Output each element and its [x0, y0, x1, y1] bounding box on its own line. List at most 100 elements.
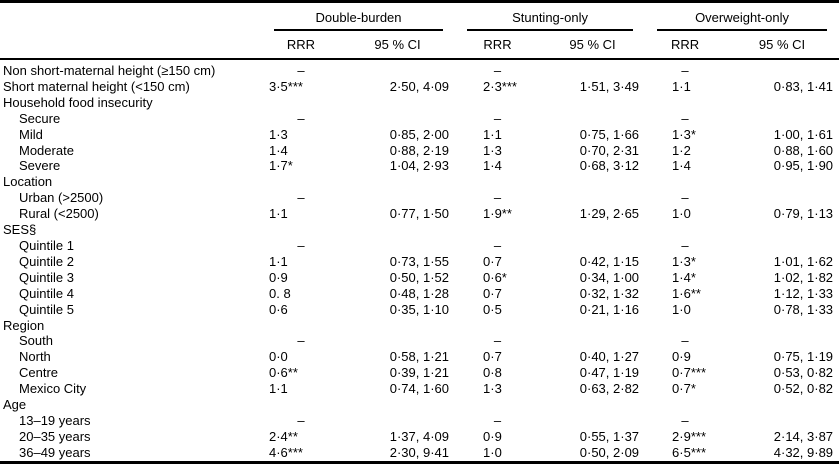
table-row: Severe 1·7* 1·04, 2·93 1·4 0·68, 3·12 1·4 0·95… [0, 158, 839, 174]
ci-cell [340, 190, 455, 206]
ci-cell: 0·88, 1·60 [773, 142, 834, 158]
ci-cell: 0·58, 1·21 [389, 349, 450, 365]
rrr-cell [455, 397, 540, 413]
rrr-cell [645, 397, 725, 413]
row-label: Non short-maternal height (≥150 cm) [3, 63, 216, 78]
ci-cell [725, 111, 839, 127]
rrr-cell: – [297, 237, 305, 253]
rrr-cell: – [681, 333, 689, 349]
table-row: Urban (>2500) – – – [0, 190, 839, 206]
rrr-cell: 1·3 [483, 381, 502, 397]
rrr-cell [455, 174, 540, 190]
rrr-cell: 1·2 [672, 142, 691, 158]
ci-cell: 0·53, 0·82 [773, 365, 834, 381]
section-row: Age [0, 397, 839, 413]
table-row: 13–19 years – – – [0, 413, 839, 429]
rrr-cell [645, 222, 725, 238]
ci-cell: 4·32, 9·89 [773, 444, 834, 460]
rrr-cell: 0·6 [269, 301, 288, 317]
rrr-cell: – [681, 110, 689, 126]
ci-cell [540, 222, 645, 238]
ci-cell: 0·21, 1·16 [579, 301, 640, 317]
ci-cell [540, 95, 645, 111]
row-label: Mexico City [19, 381, 87, 397]
ci-cell [540, 238, 645, 254]
ci-cell: 0·85, 2·00 [389, 126, 450, 142]
rrr-cell: 2·4** [269, 428, 298, 444]
section-label: Location [3, 174, 53, 190]
col-header-ci-stunting-only: 95 % CI [569, 37, 616, 52]
table-row: North 0·0 0·58, 1·21 0·7 0·40, 1·27 0·9 0·75, … [0, 349, 839, 365]
group-header-row: Double-burden Stunting-only Overweight-o… [0, 2, 839, 31]
ci-cell: 0·63, 2·82 [579, 381, 640, 397]
rrr-cell [455, 318, 540, 334]
ci-cell [340, 222, 455, 238]
col-header-rrr-double-burden: RRR [286, 37, 316, 52]
rrr-cell: – [297, 190, 305, 206]
col-header-ci-overweight-only: 95 % CI [758, 37, 806, 52]
ci-cell: 0·50, 1·52 [389, 269, 450, 285]
table-row: Mexico City 1·1 0·74, 1·60 1·3 0·63, 2·82 0·7… [0, 381, 839, 397]
ci-cell: 1·51, 3·49 [579, 78, 640, 94]
rrr-cell: 4·6*** [269, 444, 303, 460]
rrr-cell [262, 174, 340, 190]
col-header-rrr-overweight-only: RRR [670, 37, 700, 52]
rrr-cell: 1·0 [672, 301, 691, 317]
ci-cell [340, 59, 455, 79]
rrr-cell: 0·9 [483, 428, 502, 444]
ci-cell: 0·42, 1·15 [579, 253, 640, 269]
rrr-cell: 0·9 [269, 269, 288, 285]
table-row: Rural (<2500) 1·1 0·77, 1·50 1·9** 1·29, 2·6… [0, 206, 839, 222]
ci-cell: 0·74, 1·60 [389, 381, 450, 397]
rrr-cell: – [297, 333, 305, 349]
stub-subheader [0, 31, 262, 59]
rrr-cell: 0·7 [483, 253, 502, 269]
ci-cell: 0·88, 2·19 [389, 142, 450, 158]
rrr-cell [262, 222, 340, 238]
row-label: 20–35 years [19, 428, 91, 444]
rrr-cell: 1·4* [672, 269, 696, 285]
rrr-cell: 0·9 [672, 349, 691, 365]
ci-cell: 2·50, 4·09 [389, 78, 450, 94]
row-label: Centre [19, 365, 59, 381]
table-row: Quintile 3 0·9 0·50, 1·52 0·6* 0·34, 1·00 1·4… [0, 270, 839, 286]
ci-cell [540, 333, 645, 349]
table-row: Quintile 2 1·1 0·73, 1·55 0·7 0·42, 1·15 1·3*… [0, 254, 839, 270]
ci-cell: 0·73, 1·55 [389, 253, 450, 269]
rrr-cell: 2·9*** [672, 428, 706, 444]
row-label: Urban (>2500) [19, 190, 104, 206]
rrr-cell: 1·0 [483, 444, 502, 460]
ci-cell: 0·47, 1·19 [579, 365, 640, 381]
column-group-overweight-only: Overweight-only [657, 3, 828, 31]
section-label: Household food insecurity [3, 94, 153, 110]
rrr-cell [262, 95, 340, 111]
rrr-cell [455, 95, 540, 111]
row-label: Quintile 2 [19, 253, 74, 269]
table-row: Moderate 1·4 0·88, 2·19 1·3 0·70, 2·31 1·2 0·8… [0, 143, 839, 159]
rrr-cell: 1·4 [672, 158, 691, 174]
rrr-cell: 1·1 [269, 381, 288, 397]
row-label: Quintile 3 [19, 269, 74, 285]
table-row: Quintile 1 – – – [0, 238, 839, 254]
ci-cell: 0·68, 3·12 [579, 158, 640, 174]
ci-cell: 0·35, 1·10 [389, 301, 450, 317]
table-row: 20–35 years 2·4** 1·37, 4·09 0·9 0·55, 1·37 2… [0, 429, 839, 445]
ci-cell [340, 95, 455, 111]
ci-cell [340, 397, 455, 413]
table-row: Short maternal height (<150 cm) 3·5*** 2·5… [0, 79, 839, 95]
rrr-cell [262, 397, 340, 413]
ci-cell [540, 174, 645, 190]
ci-cell: 0·77, 1·50 [389, 206, 450, 222]
rrr-cell: – [681, 190, 689, 206]
row-label: Severe [19, 158, 61, 174]
ci-cell [725, 238, 839, 254]
ci-cell [340, 174, 455, 190]
ci-cell [725, 222, 839, 238]
ci-cell: 0·70, 2·31 [579, 142, 640, 158]
rrr-cell: 0·7* [672, 381, 696, 397]
rrr-cell: 1·1 [269, 206, 288, 222]
ci-cell: 0·48, 1·28 [389, 285, 450, 301]
rrr-cell: 1·3* [672, 126, 696, 142]
col-header-ci-double-burden: 95 % CI [374, 37, 421, 52]
